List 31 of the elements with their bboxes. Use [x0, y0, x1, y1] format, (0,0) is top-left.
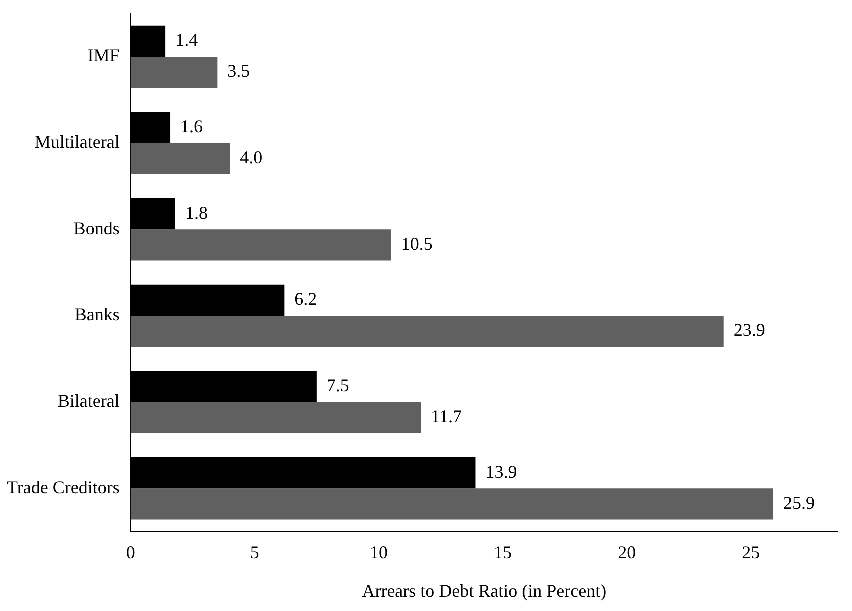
data-label: 13.9 [486, 462, 518, 482]
data-label: 1.8 [185, 202, 208, 223]
y-tick-label: IMF [88, 46, 120, 66]
data-label: 23.9 [734, 320, 766, 340]
data-label: 1.6 [180, 116, 204, 136]
bar [130, 230, 392, 261]
x-axis-title: Arrears to Debt Ratio (in Percent) [362, 580, 607, 601]
bar [130, 143, 230, 174]
bar [130, 56, 218, 88]
data-label: 11.7 [431, 406, 462, 427]
x-tick-label: 5 [250, 542, 260, 562]
data-label: 3.5 [228, 61, 250, 82]
x-tick-label: 15 [494, 542, 512, 562]
bar [130, 488, 774, 520]
x-tick-label: 10 [370, 542, 388, 562]
y-tick-label: Trade Creditors [6, 477, 120, 498]
y-tick-label: Banks [74, 304, 120, 325]
data-label: 1.4 [176, 30, 198, 50]
data-label: 25.9 [783, 492, 815, 513]
x-tick-label: 25 [742, 542, 760, 562]
bar [130, 316, 724, 348]
y-tick-label: Bilateral [58, 391, 120, 412]
y-tick-label: Bonds [74, 218, 120, 238]
y-tick-label: Multilateral [34, 132, 120, 152]
data-label: 10.5 [401, 234, 433, 254]
x-tick-label: 0 [126, 542, 136, 562]
data-label: 7.5 [326, 375, 350, 396]
data-label: 6.2 [294, 289, 318, 310]
bar [130, 402, 422, 434]
data-label: 4.0 [240, 148, 263, 168]
x-tick-label: 20 [618, 542, 636, 562]
